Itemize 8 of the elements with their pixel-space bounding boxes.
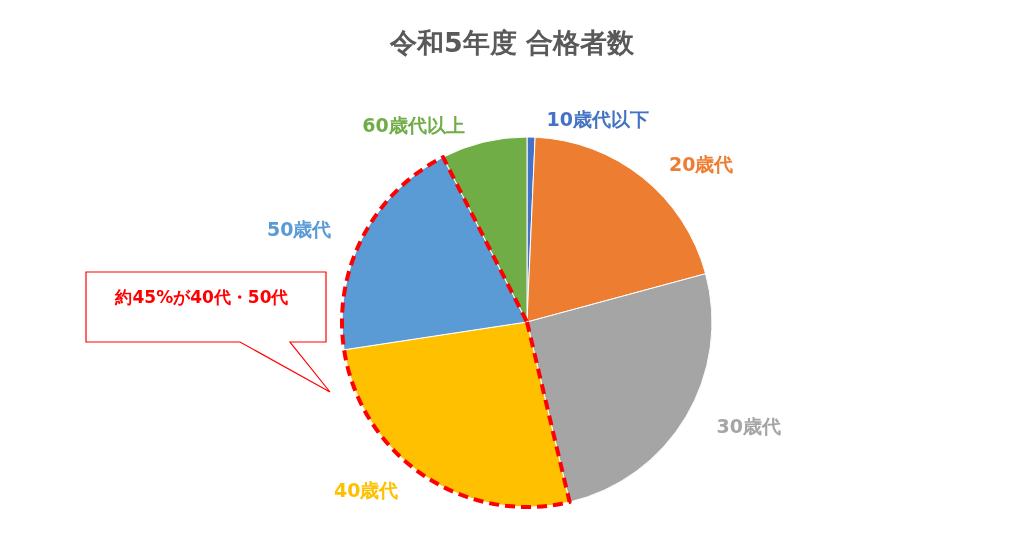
slice-label: 60歳代以上	[362, 113, 465, 136]
slice-label: 20歳代	[668, 152, 734, 175]
slice-label: 50歳代	[266, 218, 332, 241]
slice-label: 30歳代	[716, 414, 781, 437]
slice-label: 10歳代以下	[546, 108, 649, 131]
chart-title: 令和5年度 合格者数	[388, 27, 636, 58]
text: 約45%が40代・50代	[113, 286, 290, 309]
slice-label: 40歳代	[333, 479, 399, 502]
